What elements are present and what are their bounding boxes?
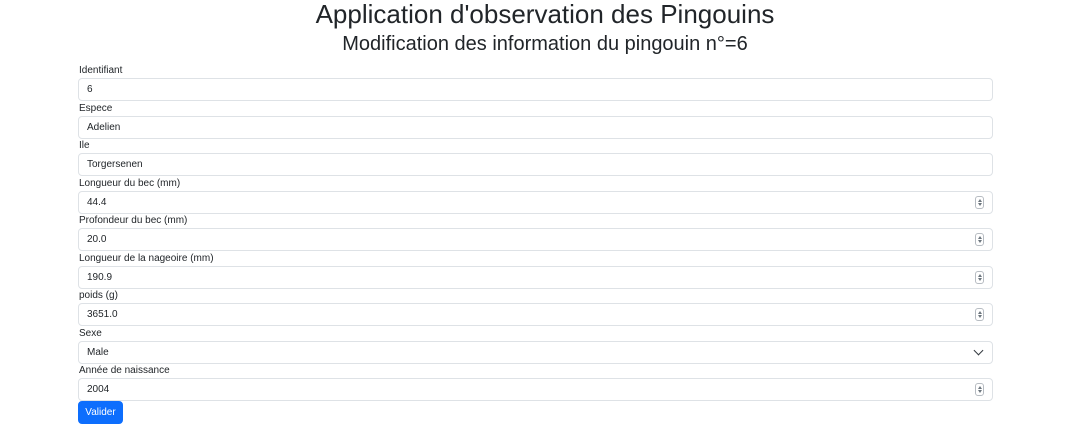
field-annee-naissance: Année de naissance (78, 365, 993, 403)
spinner-arrows-icon[interactable] (975, 308, 984, 321)
field-profondeur-bec: Profondeur du bec (mm) (78, 215, 993, 253)
ile-input-box (78, 153, 993, 176)
submit-button[interactable]: Valider (78, 401, 123, 424)
longueur-nageoire-label: Longueur de la nageoire (mm) (79, 252, 214, 264)
poids-input[interactable] (87, 304, 947, 325)
identifiant-input[interactable] (87, 79, 947, 100)
sexe-select[interactable]: Male (78, 340, 993, 364)
profondeur-bec-input[interactable] (87, 229, 947, 250)
field-identifiant: Identifiant (78, 65, 993, 103)
field-ile: Ile (78, 140, 993, 178)
longueur-bec-input-box (78, 190, 993, 214)
ile-label: Ile (79, 140, 90, 151)
spinner-arrows-icon[interactable] (975, 270, 984, 284)
sexe-selected-value: Male (87, 346, 109, 358)
field-poids: poids (g) (78, 290, 993, 328)
profondeur-bec-label: Profondeur du bec (mm) (79, 215, 188, 226)
spinner-arrows-icon[interactable] (975, 383, 984, 396)
chevron-down-icon (973, 345, 984, 355)
penguin-edit-form: Identifiant Espece Ile Longueur du bec (… (78, 65, 993, 403)
spinner-arrows-icon[interactable] (975, 233, 984, 246)
espece-input-box (78, 115, 993, 139)
longueur-bec-label: Longueur du bec (mm) (79, 177, 181, 189)
ile-input[interactable] (87, 154, 947, 175)
identifiant-input-box (78, 78, 993, 101)
annee-naissance-input[interactable] (87, 379, 947, 400)
field-longueur-bec: Longueur du bec (mm) (78, 178, 993, 216)
espece-label: Espece (79, 102, 113, 114)
longueur-nageoire-input-box (78, 265, 993, 289)
longueur-bec-input[interactable] (87, 191, 947, 213)
poids-input-box (78, 303, 993, 326)
poids-label: poids (g) (79, 290, 118, 301)
identifiant-label: Identifiant (79, 65, 123, 76)
field-sexe: Sexe Male (78, 328, 993, 366)
spinner-arrows-icon[interactable] (975, 195, 984, 209)
annee-naissance-input-box (78, 378, 993, 401)
page-title: Application d'observation des Pingouins (315, 0, 775, 29)
annee-naissance-label: Année de naissance (79, 365, 170, 376)
longueur-nageoire-input[interactable] (87, 266, 947, 288)
field-longueur-nageoire: Longueur de la nageoire (mm) (78, 253, 993, 291)
profondeur-bec-input-box (78, 228, 993, 251)
sexe-label: Sexe (79, 327, 102, 339)
field-espece: Espece (78, 103, 993, 141)
espece-input[interactable] (87, 116, 947, 138)
page-subtitle: Modification des information du pingouin… (342, 33, 748, 55)
